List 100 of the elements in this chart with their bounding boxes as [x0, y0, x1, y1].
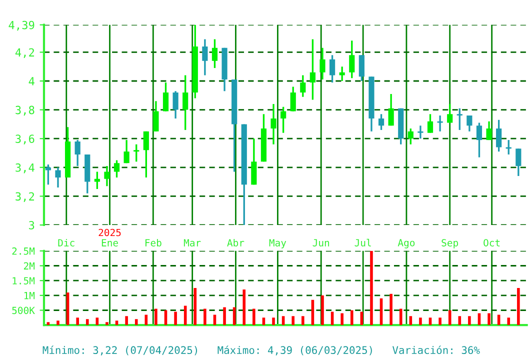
- bar: [154, 308, 158, 326]
- text: Máximo: 4,39 (06/03/2025): [218, 346, 372, 356]
- text: Mínimo: 3,22 (07/04/2025): [42, 346, 198, 356]
- bar: [134, 319, 138, 326]
- y-tick-label: 4,2: [15, 48, 34, 58]
- candlestick: [456, 108, 462, 131]
- bar: [86, 319, 89, 326]
- bar: [106, 322, 108, 326]
- bar: [370, 250, 373, 326]
- candlestick: [124, 139, 130, 164]
- candlestick: [437, 114, 443, 132]
- bar: [272, 318, 275, 326]
- candlestick: [388, 93, 394, 126]
- y-tick-label: 4: [28, 77, 34, 86]
- candlestick: [162, 82, 169, 112]
- candlestick: [143, 130, 149, 178]
- y-tick-label: 3: [29, 221, 34, 230]
- bar: [252, 308, 256, 326]
- x-tick-label: Abr: [227, 238, 244, 246]
- candlestick: [476, 122, 482, 158]
- candlestick: [212, 38, 218, 69]
- x-tick-label: Ene: [102, 239, 118, 246]
- bar: [282, 316, 285, 326]
- candlestick: [270, 103, 276, 146]
- bar: [115, 320, 118, 326]
- candlestick: [153, 100, 159, 132]
- y-tick-label: 3,4: [16, 163, 34, 174]
- candlestick: [378, 113, 384, 131]
- bar: [204, 308, 206, 326]
- candlestick: [251, 138, 257, 186]
- bar: [302, 316, 304, 326]
- bar: [438, 318, 442, 326]
- candlestick: [506, 139, 512, 156]
- bar: [399, 308, 402, 326]
- candlestick: [486, 120, 492, 141]
- x-tick-label: Sep: [442, 239, 458, 248]
- x-tick-label: Dic: [58, 238, 74, 246]
- y-tick-label: 500K: [12, 306, 35, 314]
- bar: [517, 288, 520, 326]
- y-tick-label: 3,6: [16, 134, 34, 144]
- bar: [448, 310, 452, 326]
- bar: [144, 314, 148, 326]
- y-tick-label: 4,39: [8, 20, 34, 31]
- bar: [360, 312, 364, 326]
- x-tick-label: Mar: [184, 239, 201, 246]
- candlestick: [55, 166, 61, 188]
- bar: [419, 318, 422, 326]
- candlestick: [134, 144, 140, 162]
- bar: [321, 295, 324, 326]
- bar: [174, 312, 177, 326]
- candlestick: [280, 106, 286, 134]
- y-tick-label: 3,2: [16, 192, 34, 202]
- x-tick-label: Jul: [354, 238, 371, 246]
- candlestick: [290, 86, 296, 112]
- candlestick: [408, 128, 414, 146]
- candlestick: [496, 119, 502, 152]
- y-tick-label: 1M: [24, 292, 35, 300]
- candlestick: [202, 38, 208, 76]
- bar: [330, 312, 334, 326]
- bar: [488, 313, 490, 326]
- bar: [242, 289, 246, 326]
- text: Variación: 36%: [392, 346, 480, 354]
- candlestick: [349, 40, 355, 79]
- candlestick: [418, 124, 424, 140]
- bar: [125, 316, 128, 326]
- candlestick: [310, 38, 316, 101]
- candlestick: [300, 74, 306, 98]
- candlestick: [329, 54, 336, 84]
- candlestick: [447, 103, 453, 124]
- x-tick-label: May: [269, 239, 286, 248]
- bar: [350, 310, 354, 326]
- candlestick: [358, 54, 364, 82]
- candlestick: [172, 90, 178, 120]
- candlestick: [94, 170, 100, 190]
- bar: [468, 316, 471, 326]
- candlestick: [74, 139, 80, 167]
- y-tick-label: 2M: [24, 262, 35, 270]
- y-tick-label: 3,8: [16, 106, 34, 116]
- bar: [262, 318, 266, 326]
- bar: [497, 314, 500, 326]
- bar: [56, 320, 60, 326]
- bar: [478, 313, 481, 326]
- y-tick-label: 2.5M: [12, 247, 35, 255]
- bar: [340, 313, 344, 326]
- bar: [213, 314, 216, 326]
- bar: [164, 310, 168, 326]
- bar: [76, 318, 79, 326]
- bar: [194, 288, 197, 326]
- candlestick: [104, 165, 110, 187]
- candlestick: [45, 164, 51, 186]
- bar: [458, 316, 462, 326]
- candlestick: [114, 159, 120, 178]
- bar: [507, 318, 510, 326]
- bar: [46, 322, 50, 326]
- text: 2025: [98, 228, 121, 236]
- bar: [223, 307, 226, 326]
- candlestick: [427, 113, 434, 134]
- x-tick-label: Feb: [145, 238, 162, 246]
- candlestick: [516, 148, 522, 177]
- x-tick-label: Jun: [312, 239, 330, 246]
